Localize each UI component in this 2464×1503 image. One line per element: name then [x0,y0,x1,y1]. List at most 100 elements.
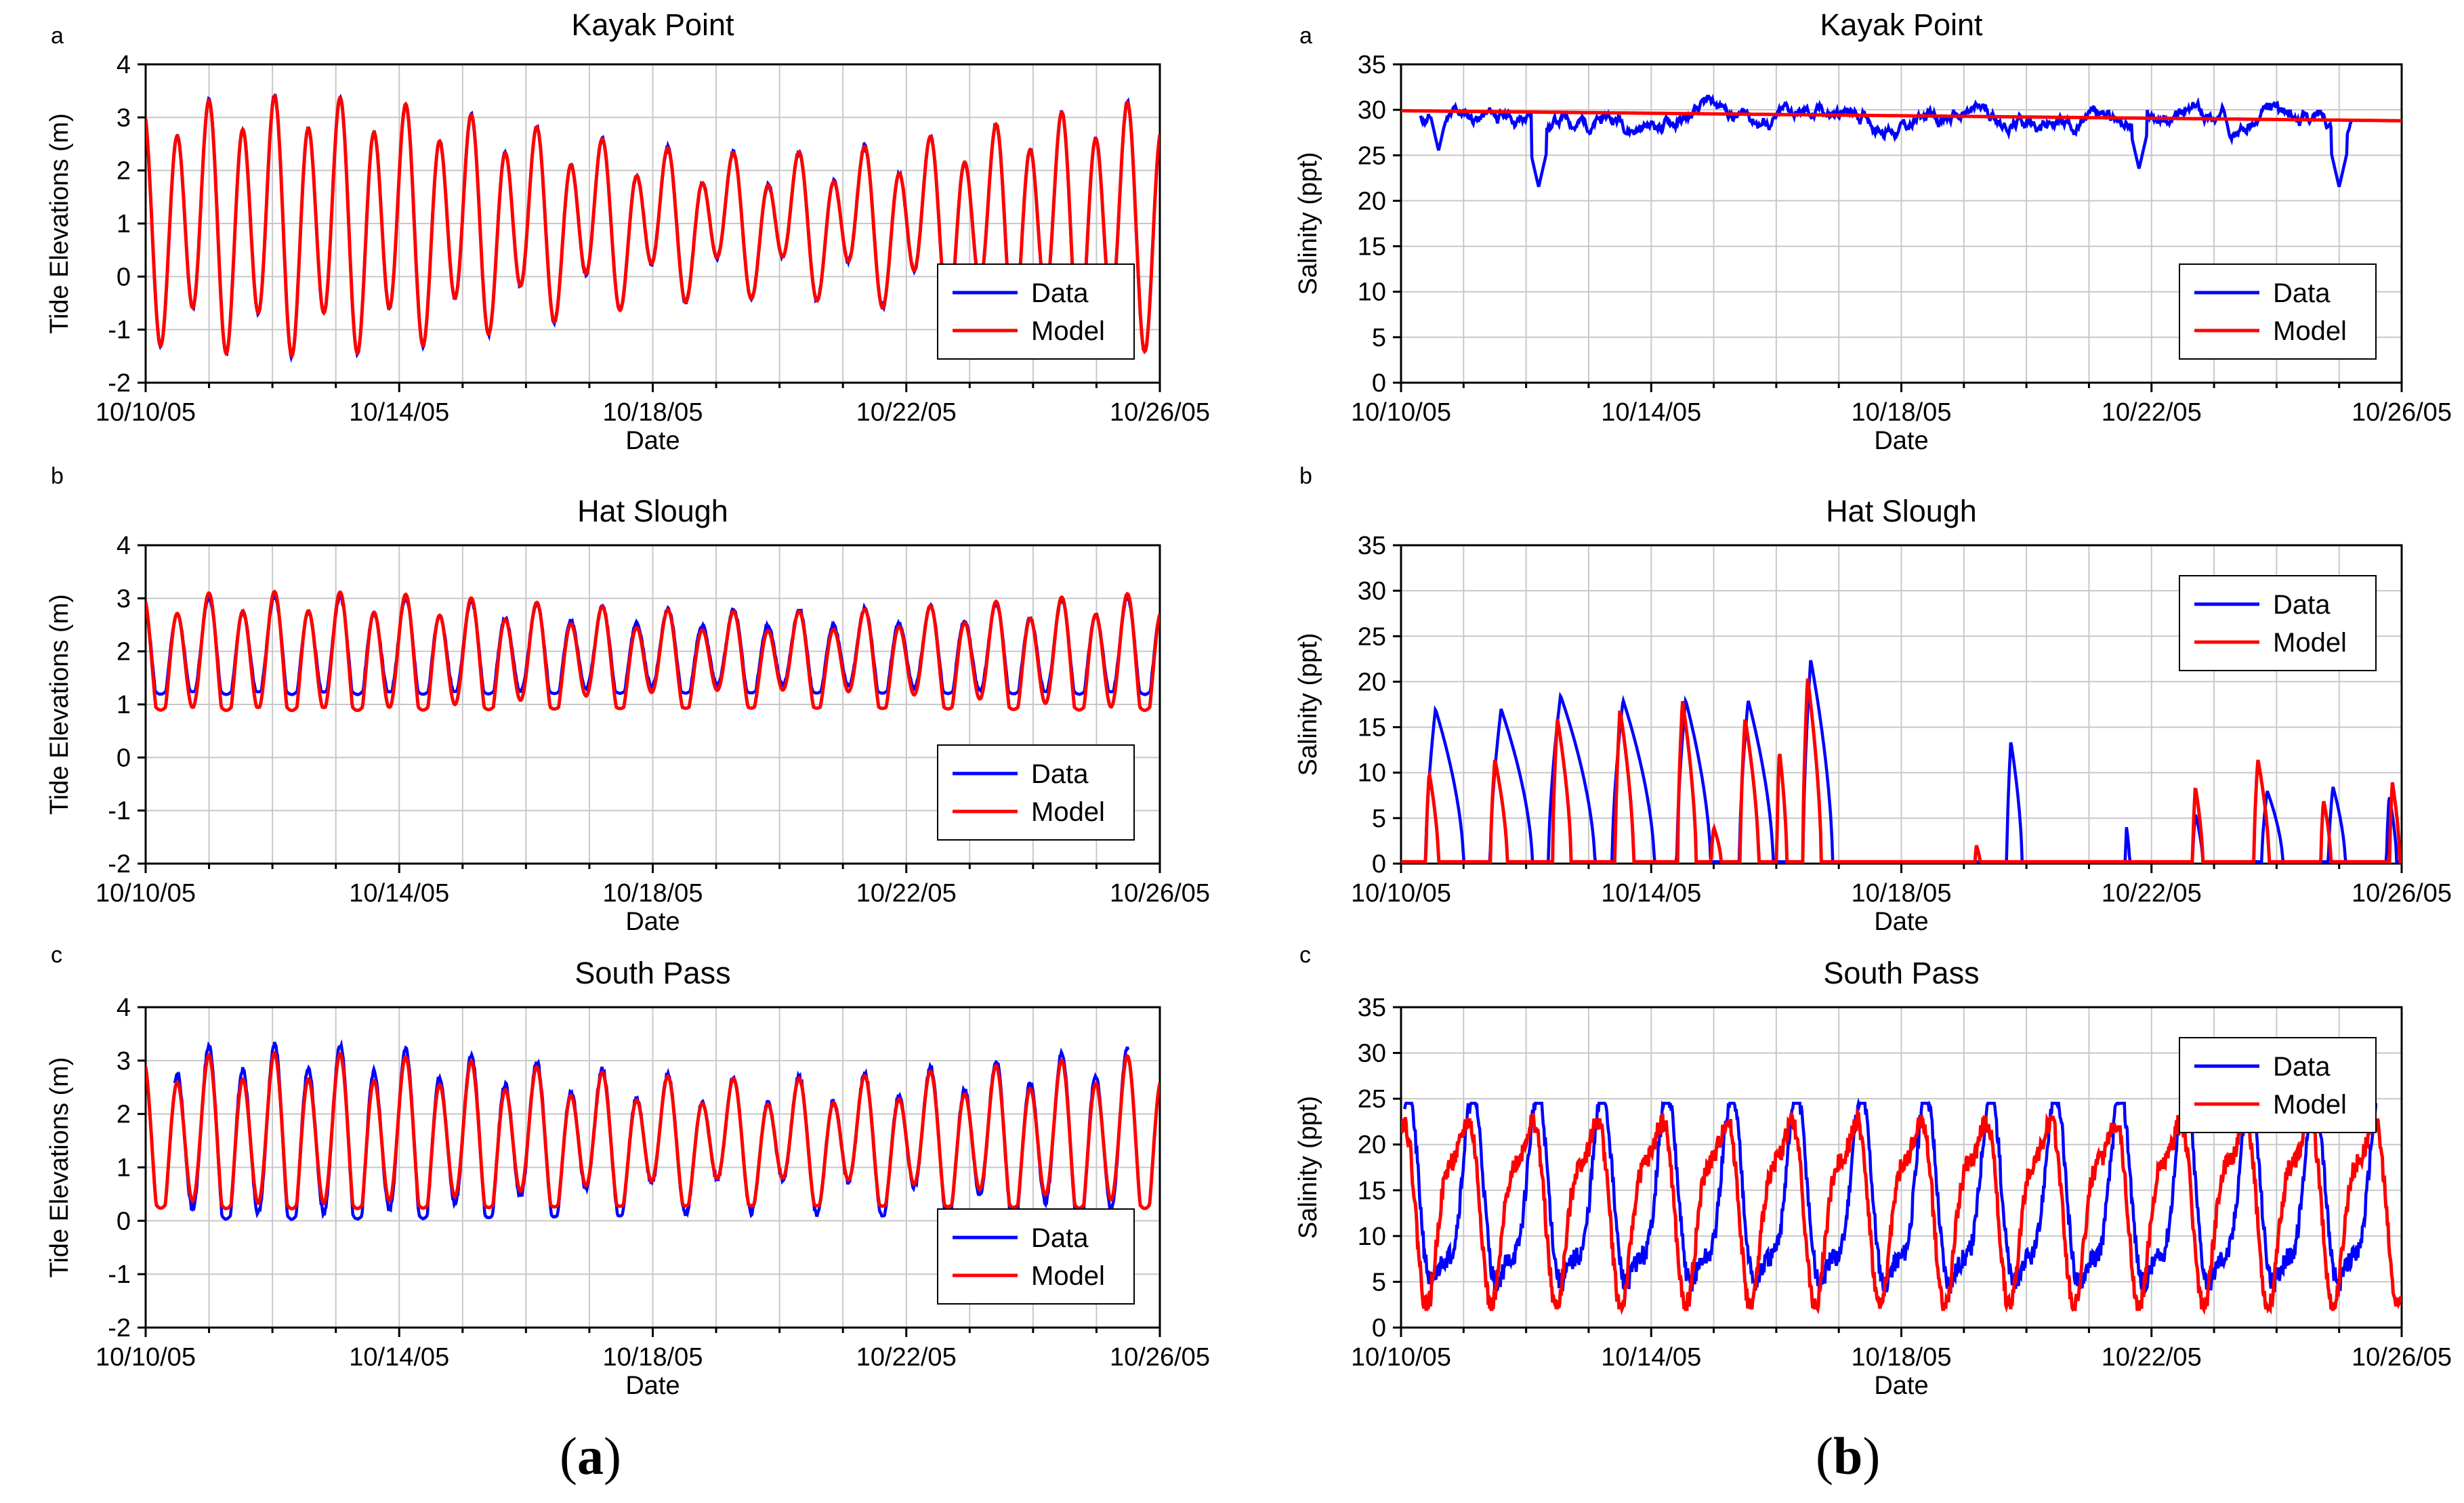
x-tick-label: 10/18/05 [603,398,703,427]
legend-box [2179,575,2377,671]
x-tick-label: 10/14/05 [1601,1343,1701,1372]
x-tick-label: 10/18/05 [603,1343,703,1372]
legend-label-model: Model [2273,316,2347,346]
x-tick-label: 10/22/05 [856,398,957,427]
y-tick-label: 35 [1358,532,1386,560]
y-tick-label: 30 [1358,577,1386,606]
panel-letter: b [1299,463,1312,489]
x-tick-label: 10/22/05 [2102,879,2202,908]
x-tick-label: 10/14/05 [349,879,449,908]
y-axis-label: Tide Elevations (m) [45,594,74,815]
legend-label-model: Model [2273,628,2347,658]
y-tick-label: -2 [108,850,131,878]
y-tick-label: -2 [108,1314,131,1342]
legend-label-data: Data [2273,1052,2331,1082]
y-tick-label: 1 [117,1154,131,1183]
x-tick-label: 10/22/05 [2102,1343,2202,1372]
legend-label-data: Data [1031,1223,1089,1253]
caption-b-letter: b [1833,1426,1863,1485]
y-tick-label: 25 [1358,1085,1386,1114]
legend-label-model: Model [2273,1090,2347,1120]
legend-box [2179,1037,2377,1133]
y-tick-label: 1 [117,210,131,238]
x-tick-label: 10/22/05 [856,1343,957,1372]
y-axis-label: Tide Elevations (m) [45,1057,74,1278]
series-line-model [1401,678,2402,864]
y-tick-label: 25 [1358,142,1386,170]
y-tick-label: 5 [1372,805,1386,833]
x-tick-label: 10/26/05 [1110,398,1210,427]
x-axis-label: Date [1874,1372,1928,1400]
x-tick-label: 10/14/05 [349,1343,449,1372]
x-tick-label: 10/26/05 [1110,1343,1210,1372]
series-line-data [1419,93,2354,188]
x-axis-label: Date [1874,908,1928,936]
x-tick-label: 10/10/05 [96,879,196,908]
x-tick-label: 10/10/05 [96,1343,196,1372]
legend-label-model: Model [1031,797,1105,827]
y-tick-label: 20 [1358,187,1386,215]
x-tick-label: 10/14/05 [1601,879,1701,908]
caption-a: (a) [560,1426,621,1485]
y-tick-label: 15 [1358,233,1386,261]
x-tick-label: 10/18/05 [1852,879,1952,908]
y-tick-label: 0 [1372,1314,1386,1342]
series-line-model [146,589,1160,713]
x-tick-label: 10/18/05 [1852,1343,1952,1372]
chart-title: South Pass [575,956,730,990]
y-tick-label: 4 [117,994,131,1022]
series-line-model [146,1051,1160,1211]
legend-box [937,744,1135,841]
x-tick-label: 10/10/05 [1351,879,1451,908]
chart-title: South Pass [1823,956,1979,990]
chart-b2: 0 5 10 15 20 25 30 35 10/10/05 10/14/05 10/18/05 10… [1294,463,2452,936]
x-tick-label: 10/10/05 [1351,1343,1451,1372]
x-tick-label: 10/26/05 [1110,879,1210,908]
y-tick-label: 5 [1372,1268,1386,1296]
caption-a-letter: a [577,1426,604,1485]
y-axis-label: Tide Elevations (m) [45,113,74,334]
x-tick-label: 10/14/05 [1601,398,1701,427]
chart-a1: -2 -1 0 1 2 3 4 10/10/05 10/14/05 10/18/05 10/22/0… [45,7,1210,455]
x-tick-label: 10/26/05 [2352,398,2452,427]
panel-letter: c [51,942,62,968]
x-axis-label: Date [625,1372,680,1400]
x-tick-label: 10/14/05 [349,398,449,427]
panel-letter: b [51,463,64,489]
y-tick-label: 10 [1358,759,1386,788]
x-tick-label: 10/18/05 [1852,398,1952,427]
y-tick-label: 4 [117,532,131,560]
y-tick-label: 2 [117,638,131,666]
y-tick-label: 0 [117,1207,131,1235]
x-axis-label: Date [625,427,680,455]
y-tick-label: 0 [1372,369,1386,398]
y-tick-label: 25 [1358,622,1386,651]
legend-label-data: Data [1031,278,1089,308]
y-tick-label: 30 [1358,96,1386,125]
y-tick-label: 3 [117,104,131,132]
chart-title: Hat Slough [577,494,728,528]
legend-box [937,1208,1135,1305]
panel-letter: a [51,23,64,49]
x-tick-label: 10/26/05 [2352,879,2452,908]
chart-b3: 0 5 10 15 20 25 30 35 10/10/05 10/14/05 10/18/05 10… [1294,942,2452,1400]
series-line-model [146,93,1160,359]
chart-a2: -2 -1 0 1 2 3 4 10/10/05 10/14/05 10/18/05 10/22/0… [45,463,1210,936]
legend-box [2179,263,2377,360]
y-tick-label: -1 [108,797,131,826]
x-tick-label: 10/18/05 [603,879,703,908]
y-tick-label: 2 [117,1101,131,1129]
legend-label-data: Data [2273,278,2331,308]
x-tick-label: 10/22/05 [2102,398,2202,427]
legend-box [937,263,1135,360]
y-axis-label: Salinity (ppt) [1294,1096,1322,1239]
y-tick-label: 20 [1358,1131,1386,1160]
y-tick-label: 5 [1372,324,1386,352]
y-tick-label: 15 [1358,714,1386,742]
caption-b: (b) [1816,1426,1881,1485]
y-tick-label: 30 [1358,1040,1386,1068]
y-axis-label: Salinity (ppt) [1294,633,1322,776]
legend-label-model: Model [1031,1261,1105,1291]
y-tick-label: 15 [1358,1177,1386,1205]
